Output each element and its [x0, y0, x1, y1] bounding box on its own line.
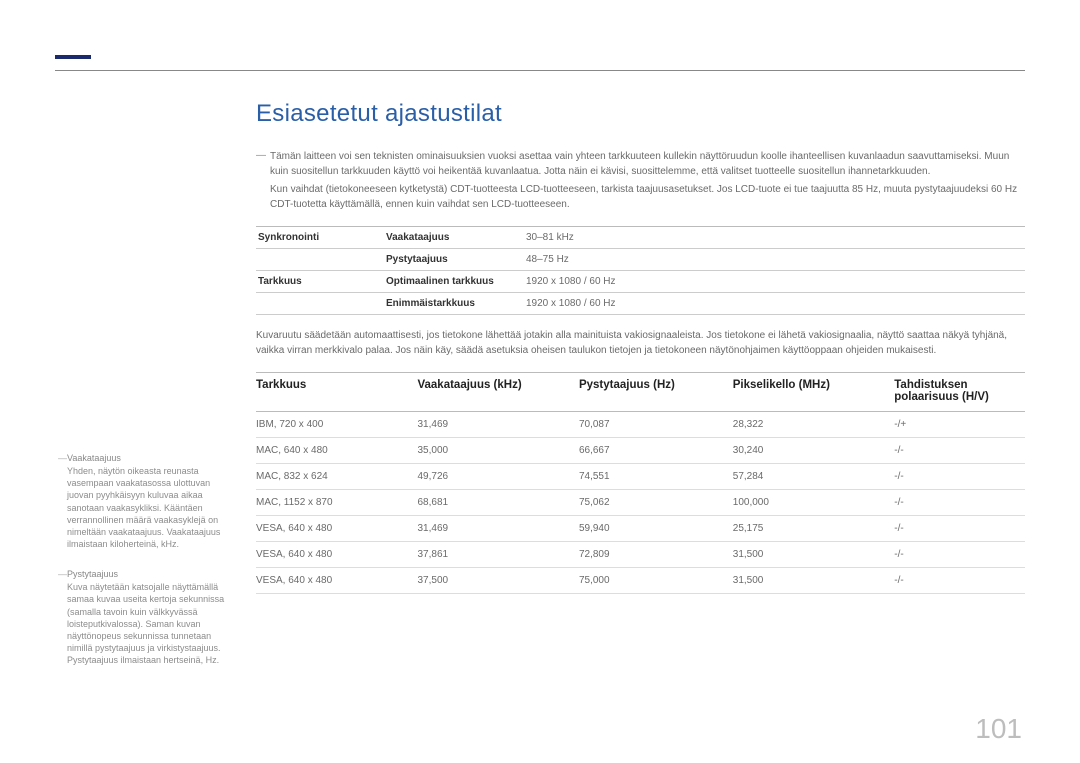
spec-table: Synkronointi Vaakataajuus 30–81 kHz Pyst… — [256, 226, 1025, 315]
table-row: VESA, 640 x 48037,86172,80931,500-/- — [256, 542, 1025, 568]
spec-row: Pystytaajuus 48–75 Hz — [256, 249, 1025, 271]
table-row: MAC, 1152 x 87068,68175,062100,000-/- — [256, 490, 1025, 516]
spec-label: Optimaalinen tarkkuus — [386, 276, 526, 287]
th-hfreq: Vaakataajuus (kHz) — [417, 373, 578, 412]
table-row: MAC, 640 x 48035,00066,66730,240-/- — [256, 438, 1025, 464]
th-resolution: Tarkkuus — [256, 373, 417, 412]
page-number: 101 — [975, 713, 1022, 745]
table-cell: -/- — [894, 516, 1025, 542]
intro-block: ― Tämän laitteen voi sen teknisten omina… — [256, 150, 1025, 212]
table-cell: VESA, 640 x 480 — [256, 542, 417, 568]
table-cell: 57,284 — [733, 464, 894, 490]
th-vfreq: Pystytaajuus (Hz) — [579, 373, 733, 412]
th-polarity: Tahdistuksen polaarisuus (H/V) — [894, 373, 1025, 412]
spec-label: Enimmäistarkkuus — [386, 298, 526, 309]
table-cell: 37,500 — [417, 568, 578, 594]
spec-row: Tarkkuus Optimaalinen tarkkuus 1920 x 10… — [256, 271, 1025, 293]
table-cell: -/- — [894, 490, 1025, 516]
table-cell: 70,087 — [579, 412, 733, 438]
table-cell: 31,500 — [733, 542, 894, 568]
table-cell: 100,000 — [733, 490, 894, 516]
table-cell: -/- — [894, 568, 1025, 594]
table-cell: 31,500 — [733, 568, 894, 594]
spec-value: 30–81 kHz — [526, 232, 1025, 243]
top-rule — [55, 70, 1025, 71]
table-cell: 31,469 — [417, 412, 578, 438]
table-cell: 37,861 — [417, 542, 578, 568]
spec-value: 1920 x 1080 / 60 Hz — [526, 298, 1025, 309]
table-cell: MAC, 832 x 624 — [256, 464, 417, 490]
spec-category: Synkronointi — [256, 232, 386, 243]
intro-text: Tämän laitteen voi sen teknisten ominais… — [270, 150, 1025, 212]
table-cell: MAC, 640 x 480 — [256, 438, 417, 464]
dash-icon: ― — [58, 452, 67, 464]
main-content: Esiasetetut ajastustilat ― Tämän laittee… — [256, 100, 1025, 594]
mid-paragraph: Kuvaruutu säädetään automaattisesti, jos… — [256, 329, 1025, 358]
glossary-term: Vaakataajuus — [67, 452, 230, 464]
spec-label: Vaakataajuus — [386, 232, 526, 243]
table-cell: 28,322 — [733, 412, 894, 438]
table-cell: 31,469 — [417, 516, 578, 542]
table-cell: -/- — [894, 438, 1025, 464]
table-cell: -/- — [894, 464, 1025, 490]
table-cell: 30,240 — [733, 438, 894, 464]
sidebar-glossary: ― Vaakataajuus Yhden, näytön oikeasta re… — [58, 452, 230, 684]
spec-row: Enimmäistarkkuus 1920 x 1080 / 60 Hz — [256, 293, 1025, 315]
table-cell: 49,726 — [417, 464, 578, 490]
table-cell: 74,551 — [579, 464, 733, 490]
glossary-term: Pystytaajuus — [67, 568, 230, 580]
dash-icon: ― — [256, 150, 266, 161]
table-cell: 75,000 — [579, 568, 733, 594]
accent-bar — [55, 55, 91, 59]
table-row: VESA, 640 x 48037,50075,00031,500-/- — [256, 568, 1025, 594]
dash-icon: ― — [58, 568, 67, 580]
intro-p2: Kun vaihdat (tietokoneeseen kytketystä) … — [270, 183, 1025, 212]
glossary-definition: Yhden, näytön oikeasta reunasta vasempaa… — [67, 465, 230, 550]
table-cell: -/- — [894, 542, 1025, 568]
table-cell: MAC, 1152 x 870 — [256, 490, 417, 516]
spec-value: 48–75 Hz — [526, 254, 1025, 265]
spec-row: Synkronointi Vaakataajuus 30–81 kHz — [256, 227, 1025, 249]
th-pixelclock: Pikselikello (MHz) — [733, 373, 894, 412]
table-cell: 35,000 — [417, 438, 578, 464]
table-cell: 66,667 — [579, 438, 733, 464]
spec-category: Tarkkuus — [256, 276, 386, 287]
table-row: IBM, 720 x 40031,46970,08728,322-/+ — [256, 412, 1025, 438]
spec-value: 1920 x 1080 / 60 Hz — [526, 276, 1025, 287]
spec-label: Pystytaajuus — [386, 254, 526, 265]
table-cell: 68,681 — [417, 490, 578, 516]
table-cell: 72,809 — [579, 542, 733, 568]
table-cell: VESA, 640 x 480 — [256, 568, 417, 594]
glossary-definition: Kuva näytetään katsojalle näyttämällä sa… — [67, 581, 230, 666]
table-cell: 75,062 — [579, 490, 733, 516]
table-cell: VESA, 640 x 480 — [256, 516, 417, 542]
table-cell: -/+ — [894, 412, 1025, 438]
glossary-item: ― Pystytaajuus Kuva näytetään katsojalle… — [58, 568, 230, 666]
intro-p1: Tämän laitteen voi sen teknisten ominais… — [270, 150, 1025, 179]
table-row: VESA, 640 x 48031,46959,94025,175-/- — [256, 516, 1025, 542]
page-title: Esiasetetut ajastustilat — [256, 100, 1025, 128]
table-cell: 59,940 — [579, 516, 733, 542]
timing-table: Tarkkuus Vaakataajuus (kHz) Pystytaajuus… — [256, 372, 1025, 594]
table-row: MAC, 832 x 62449,72674,55157,284-/- — [256, 464, 1025, 490]
glossary-item: ― Vaakataajuus Yhden, näytön oikeasta re… — [58, 452, 230, 550]
table-cell: IBM, 720 x 400 — [256, 412, 417, 438]
table-cell: 25,175 — [733, 516, 894, 542]
